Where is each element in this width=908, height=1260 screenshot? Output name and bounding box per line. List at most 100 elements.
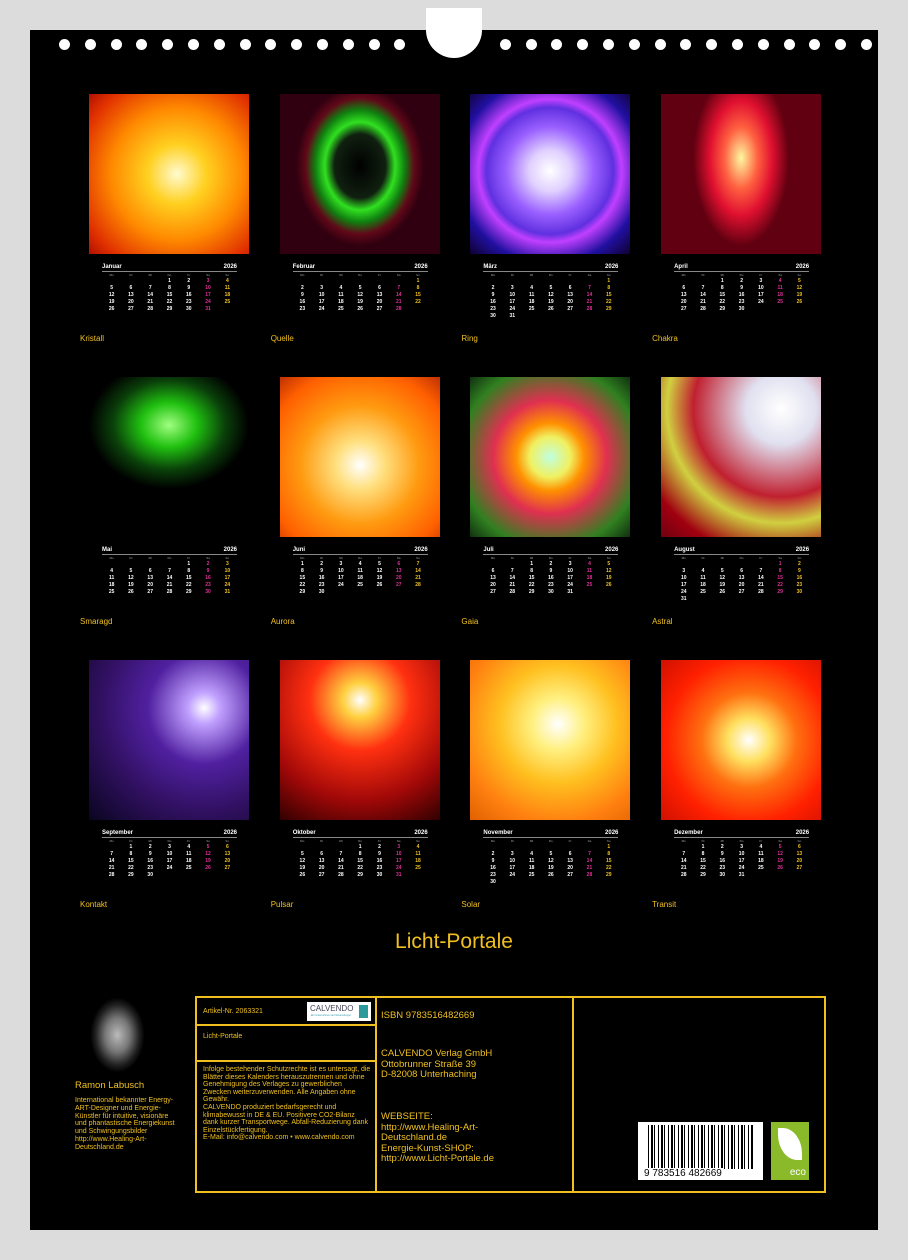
day: 14 <box>338 858 344 864</box>
day: 11 <box>186 851 192 857</box>
day: 17 <box>338 575 344 581</box>
day: 29 <box>357 872 363 878</box>
weekday-label: Fr <box>187 556 191 560</box>
month-9: September 2026 Mo Di Mi Do Fr Sa So 1 2 3 4 5 6 7 8 9 10 11… <box>80 660 260 930</box>
month-name: September <box>102 830 134 836</box>
day: 21 <box>586 299 593 305</box>
weekday-label: Mo <box>109 839 114 843</box>
day: 11 <box>357 568 363 574</box>
eco-logo: eco <box>771 1122 809 1180</box>
day: 10 <box>758 285 764 291</box>
day: 10 <box>166 851 173 857</box>
day: 27 <box>796 865 803 871</box>
day: 23 <box>548 582 554 588</box>
day: 30 <box>205 589 211 595</box>
day: 16 <box>490 865 496 871</box>
day: 24 <box>738 865 745 871</box>
day: 10 <box>205 285 211 291</box>
day: 11 <box>777 285 783 291</box>
day: 13 <box>395 568 402 574</box>
day: 31 <box>205 306 211 312</box>
day: 12 <box>357 292 363 298</box>
day: 15 <box>528 575 535 581</box>
binding-hole <box>757 39 769 50</box>
day: 23 <box>376 865 383 871</box>
day: 9 <box>549 568 553 574</box>
month-name: Juli <box>483 547 494 553</box>
day: 22 <box>777 582 783 588</box>
day: 8 <box>168 285 171 291</box>
day: 3 <box>339 561 343 567</box>
day: 22 <box>719 299 726 305</box>
day: 28 <box>147 306 153 312</box>
day: 4 <box>416 844 420 850</box>
day: 10 <box>567 568 573 574</box>
publisher-address: CALVENDO Verlag GmbH Ottobrunner Straße … <box>381 1048 493 1080</box>
day: 23 <box>186 299 192 305</box>
day: 19 <box>128 582 134 588</box>
artwork-caption: Astral <box>652 617 673 626</box>
mini-calendar: August 2026 Mo Di Mi Do Fr Sa So 1 2 3 4 5 6 7 8 9 10 11 12 1… <box>674 547 810 602</box>
day: 1 <box>701 844 705 850</box>
websites: WEBSEITE: http://www.Healing-Art-Deutsch… <box>381 1111 494 1164</box>
day: 21 <box>415 575 421 581</box>
day: 12 <box>777 851 783 857</box>
weekday-label: Do <box>548 839 553 843</box>
day: 28 <box>700 306 706 312</box>
month-3: März 2026 Mo Di Mi Do Fr Sa So 1 2 3 4 5 6 7 8 9 10 11 12 13 1… <box>461 94 641 364</box>
day: 7 <box>682 851 686 857</box>
day: 30 <box>147 872 153 878</box>
day: 14 <box>509 575 516 581</box>
weekday-label: Mi <box>148 556 152 560</box>
day: 14 <box>108 858 115 864</box>
calendar-title: Licht-Portale <box>395 930 513 953</box>
weekday-label: So <box>416 556 420 560</box>
day: 5 <box>778 844 782 850</box>
day: 2 <box>187 278 191 284</box>
day: 15 <box>186 575 192 581</box>
day: 14 <box>395 292 402 298</box>
day: 15 <box>128 858 134 864</box>
day: 20 <box>738 582 745 588</box>
day: 29 <box>605 306 612 312</box>
day: 11 <box>415 851 421 857</box>
day: 23 <box>719 865 726 871</box>
day: 25 <box>528 306 535 312</box>
month-name: April <box>674 264 688 270</box>
weekday-label: Mi <box>720 556 724 560</box>
day: 13 <box>376 292 383 298</box>
day: 13 <box>680 292 687 298</box>
weekday-label: Mo <box>490 273 496 277</box>
weekday-label: Sa <box>396 556 401 560</box>
day: 25 <box>224 299 231 305</box>
weekday-label: So <box>225 273 230 277</box>
month-12: Dezember 2026 Mo Di Mi Do Fr Sa So 1 2 3 4 5 6 7 8 9 10 11 1… <box>652 660 832 930</box>
binding-hole <box>603 39 614 50</box>
day: 21 <box>700 299 706 305</box>
weekday-label: Mo <box>300 839 305 843</box>
day: 27 <box>395 582 402 588</box>
day: 15 <box>605 858 612 864</box>
binding-hole <box>499 39 511 50</box>
artwork-caption: Ring <box>461 334 478 343</box>
binding-hole <box>291 39 303 50</box>
day: 8 <box>187 568 191 574</box>
day: 6 <box>682 285 686 291</box>
day: 2 <box>491 285 495 291</box>
weekday-label: Do <box>358 556 363 560</box>
weekday-label: Do <box>358 839 363 843</box>
day: 11 <box>700 575 706 581</box>
day: 18 <box>758 858 764 864</box>
month-artwork <box>470 377 631 537</box>
day: 10 <box>224 568 231 574</box>
month-name: Dezember <box>674 830 703 836</box>
day: 8 <box>607 285 611 291</box>
day: 25 <box>186 865 192 871</box>
weekday-label: So <box>797 839 802 843</box>
binding-hole <box>213 39 225 50</box>
binding-hole <box>265 39 277 50</box>
weekday-label: Di <box>510 273 514 277</box>
weekday-label: Fr <box>759 556 763 560</box>
day: 31 <box>395 872 402 878</box>
day: 12 <box>376 568 383 574</box>
